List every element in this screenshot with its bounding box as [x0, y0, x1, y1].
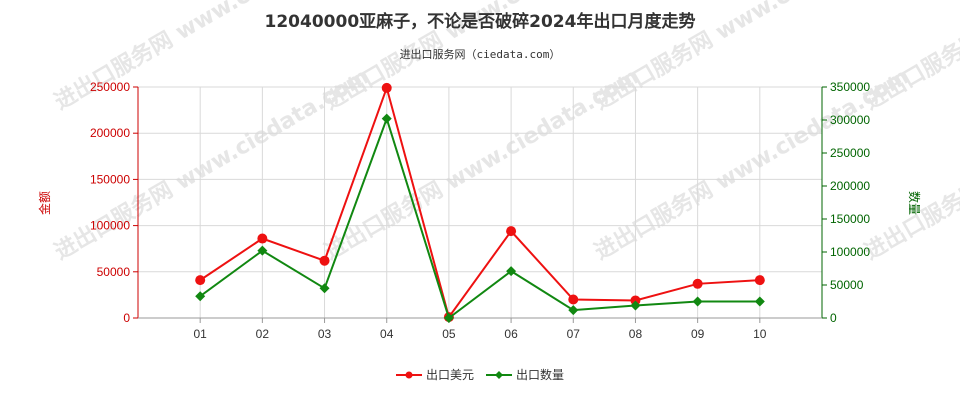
x-tick-label: 05	[442, 327, 456, 341]
chart-subtitle: 进出口服务网（ciedata.com）	[400, 47, 561, 61]
chart-title: 12040000亚麻子，不论是否破碎2024年出口月度走势	[265, 11, 696, 32]
x-tick-label: 09	[691, 327, 705, 341]
y-right-tick-label: 350000	[830, 80, 870, 94]
y-right-tick-label: 0	[830, 311, 837, 325]
data-point-amount	[257, 233, 268, 244]
y-left-tick-label: 150000	[90, 172, 130, 186]
data-point-quantity	[443, 313, 454, 323]
series-line-amount	[199, 84, 760, 320]
x-tick-label: 07	[567, 327, 581, 341]
data-point-amount	[506, 226, 517, 237]
y-right-tick-label: 100000	[830, 245, 870, 259]
y-right-axis-label: 数量	[907, 191, 922, 215]
legend: 出口美元 出口数量	[396, 367, 564, 382]
data-point-amount	[754, 275, 765, 286]
data-point-quantity	[319, 283, 330, 294]
x-tick-label: 04	[380, 327, 394, 341]
x-tick-label: 03	[318, 327, 332, 341]
x-tick-label: 10	[753, 327, 767, 341]
y-left-tick-label: 50000	[97, 265, 131, 279]
y-left-tick-label: 250000	[90, 80, 130, 94]
data-point-amount	[568, 294, 579, 305]
data-point-quantity	[630, 300, 641, 311]
data-point-amount	[630, 295, 641, 306]
data-point-quantity	[568, 305, 579, 316]
series-line-quantity	[199, 115, 760, 320]
data-point-quantity	[257, 245, 268, 256]
data-point-quantity	[195, 291, 206, 302]
data-point-amount	[319, 255, 330, 266]
legend-label: 出口数量	[516, 367, 564, 382]
data-point-quantity	[754, 296, 765, 307]
y-right-tick-label: 50000	[830, 278, 864, 292]
y-left-tick-label: 200000	[90, 126, 130, 140]
series-layer	[195, 82, 765, 323]
y-right-tick-label: 300000	[830, 113, 870, 127]
y-left-axis-label: 金额	[37, 191, 52, 215]
x-tick-label: 08	[629, 327, 643, 341]
x-tick-label: 01	[194, 327, 208, 341]
y-left-tick-label: 100000	[90, 219, 130, 233]
axes-layer: 0 50000 100000 150000 200000 250000 0 50000 1000…	[90, 80, 870, 341]
legend-swatch-marker	[495, 371, 503, 379]
data-point-quantity	[381, 113, 392, 124]
data-point-amount	[195, 275, 206, 286]
legend-swatch-marker	[405, 371, 413, 379]
y-left-tick-label: 0	[123, 311, 130, 325]
y-right-tick-label: 200000	[830, 179, 870, 193]
y-right-tick-label: 250000	[830, 146, 870, 160]
data-point-quantity	[692, 296, 703, 307]
y-right-tick-label: 150000	[830, 212, 870, 226]
data-point-amount	[692, 278, 703, 289]
x-tick-label: 02	[256, 327, 270, 341]
data-point-quantity	[506, 266, 517, 277]
data-point-amount	[381, 82, 392, 93]
legend-label: 出口美元	[426, 368, 474, 382]
x-tick-label: 06	[504, 327, 518, 341]
